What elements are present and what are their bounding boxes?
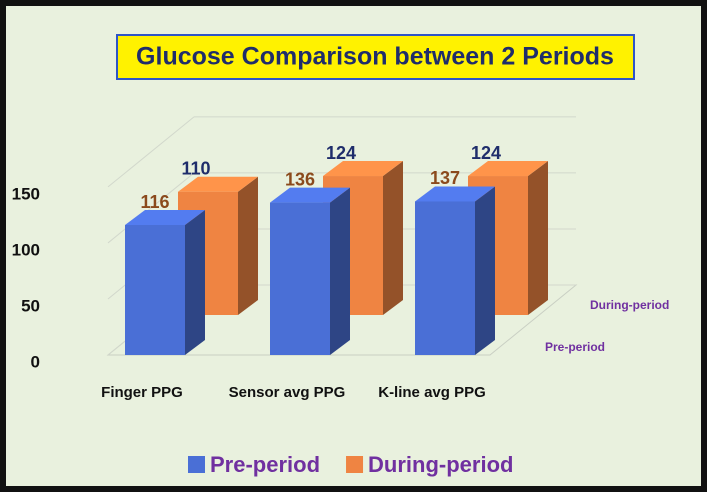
data-label: 124 bbox=[326, 143, 356, 163]
data-label: 136 bbox=[285, 169, 315, 189]
grid-line bbox=[107, 116, 195, 188]
legend-swatch bbox=[346, 456, 364, 473]
data-label: 124 bbox=[471, 143, 501, 163]
depth-label: Pre-period bbox=[545, 340, 605, 354]
bar-top bbox=[415, 186, 495, 202]
legend-label: Pre-period bbox=[210, 452, 320, 477]
bar-group bbox=[415, 186, 495, 355]
data-label: 116 bbox=[140, 192, 169, 212]
bar bbox=[125, 225, 185, 355]
bar-group bbox=[270, 187, 350, 355]
bar bbox=[270, 202, 330, 355]
bar-top bbox=[178, 176, 258, 192]
bar-group bbox=[125, 210, 205, 355]
x-tick-label: Sensor avg PPG bbox=[229, 384, 346, 401]
bar-side bbox=[330, 187, 350, 355]
legend-swatch bbox=[188, 456, 205, 473]
bar bbox=[415, 201, 475, 355]
y-tick-label: 100 bbox=[12, 240, 40, 259]
y-tick-label: 150 bbox=[12, 184, 40, 203]
chart-title: Glucose Comparison between 2 Periods bbox=[136, 43, 614, 71]
bar-top bbox=[468, 161, 548, 177]
legend-label: During-period bbox=[368, 452, 513, 477]
bar-side bbox=[475, 186, 495, 355]
data-label: 110 bbox=[181, 158, 210, 178]
bar-top bbox=[323, 161, 403, 177]
bar-top bbox=[125, 210, 205, 225]
y-tick-label: 50 bbox=[21, 296, 40, 315]
title-box bbox=[116, 34, 635, 80]
bar-top bbox=[270, 187, 350, 203]
bar-side bbox=[238, 176, 258, 315]
y-tick-label: 0 bbox=[31, 352, 40, 371]
data-label: 137 bbox=[430, 168, 460, 188]
x-tick-label: K-line avg PPG bbox=[378, 384, 486, 401]
bar-side bbox=[383, 161, 403, 315]
bar-side bbox=[185, 210, 205, 355]
depth-label: During-period bbox=[590, 298, 669, 312]
bar-side bbox=[528, 161, 548, 315]
grid-line bbox=[107, 172, 195, 244]
x-tick-label: Finger PPG bbox=[101, 384, 183, 401]
